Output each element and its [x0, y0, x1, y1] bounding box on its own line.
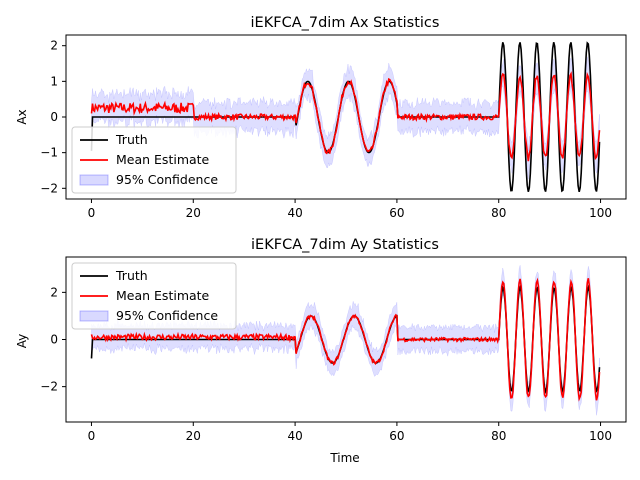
- x-tick-label: 40: [287, 206, 302, 220]
- x-tick-label: 80: [491, 429, 506, 443]
- legend-entry: 95% Confidence: [116, 172, 218, 187]
- x-tick-label: 60: [389, 206, 404, 220]
- y-tick-label: 1: [50, 74, 58, 88]
- legend-entry: Truth: [115, 268, 148, 283]
- y-tick-label: 2: [50, 39, 58, 53]
- legend-entry: Mean Estimate: [116, 288, 210, 303]
- legend-box: [71, 262, 237, 330]
- chart-title: iEKFCA_7dim Ax Statistics: [251, 15, 440, 31]
- y-tick-label: 2: [50, 285, 58, 299]
- y-tick-label: −1: [40, 146, 58, 160]
- y-tick-label: −2: [40, 181, 58, 195]
- legend: Truth Mean Estimate 95% Confidence: [71, 262, 237, 330]
- series-mean-estimate-line: [90, 71, 601, 162]
- chart-title: iEKFCA_7dim Ay Statistics: [251, 237, 439, 253]
- x-tick-label: 20: [186, 429, 201, 443]
- x-tick-label: 20: [186, 206, 201, 220]
- y-tick-label: 0: [50, 333, 58, 347]
- y-tick-label: −2: [40, 380, 58, 394]
- legend-entry: Mean Estimate: [116, 152, 210, 167]
- x-tick-label: 80: [491, 206, 506, 220]
- x-tick-label: 100: [589, 206, 612, 220]
- y-tick-label: 0: [50, 110, 58, 124]
- legend-box: [71, 126, 237, 194]
- legend-entry: Truth: [115, 132, 148, 147]
- x-tick-label: 40: [287, 429, 302, 443]
- series-mean-estimate-line: [90, 277, 601, 402]
- legend-entry: 95% Confidence: [116, 308, 218, 323]
- x-axis-label: Time: [329, 451, 359, 465]
- y-axis-label: Ay: [15, 334, 29, 349]
- plot-area: 0 20 40 60 80 100 −2 0 2 Truth Mean Estimate 95% Co…: [40, 256, 627, 443]
- legend: Truth Mean Estimate 95% Confidence: [71, 126, 237, 194]
- subplot-ay: iEKFCA_7dim Ay Statistics Ay Time 0 20 40 6…: [15, 237, 627, 465]
- x-tick-label: 0: [88, 429, 96, 443]
- subplot-ax: iEKFCA_7dim Ax Statistics Ax 0 20 40 60 80 10…: [15, 15, 627, 220]
- x-tick-label: 100: [589, 429, 612, 443]
- plot-area: 0 20 40 60 80 100 −2 −1 0 1 2 Truth Mean Estimate 95%…: [40, 34, 627, 220]
- legend-swatch: [79, 310, 109, 322]
- legend-swatch: [79, 174, 109, 186]
- x-tick-label: 60: [389, 429, 404, 443]
- y-axis-label: Ax: [15, 109, 29, 124]
- x-tick-label: 0: [88, 206, 96, 220]
